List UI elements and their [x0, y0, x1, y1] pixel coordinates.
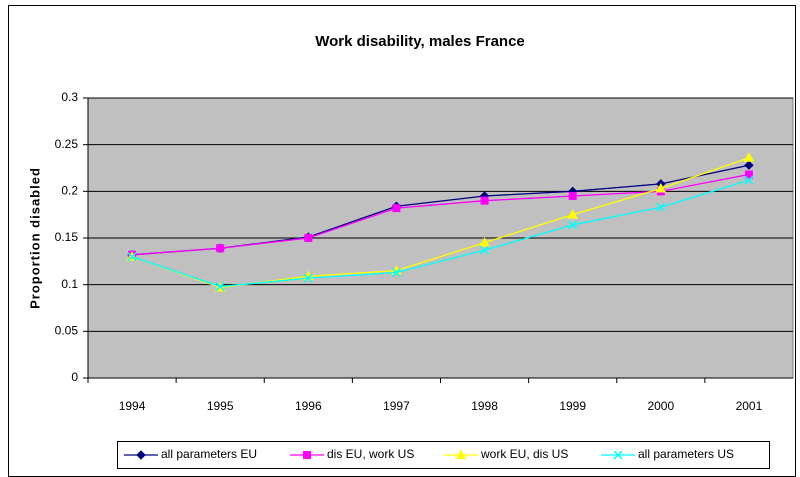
- marker: [480, 245, 490, 255]
- legend-label: work EU, dis US: [480, 447, 568, 461]
- marker: [744, 175, 754, 185]
- marker: [303, 451, 311, 459]
- y-tick-label: 0.05: [55, 324, 79, 338]
- marker: [743, 152, 755, 162]
- marker: [127, 252, 137, 262]
- x-tick-label: 1994: [119, 399, 146, 413]
- y-tick-label: 0.15: [55, 230, 79, 244]
- marker: [216, 244, 225, 253]
- legend-label: all parameters EU: [161, 447, 257, 461]
- y-tick-label: 0.3: [61, 90, 78, 104]
- marker: [568, 220, 578, 230]
- legend: all parameters EU dis EU, work US work EU,…: [117, 441, 770, 469]
- y-tick-label: 0: [71, 370, 78, 384]
- legend-label: all parameters US: [638, 447, 734, 461]
- x-tick-label: 1996: [295, 399, 322, 413]
- x-tick-label: 1995: [207, 399, 234, 413]
- series-line: [132, 173, 750, 256]
- x-tick-label: 1999: [559, 399, 586, 413]
- marker: [567, 209, 579, 219]
- marker: [744, 160, 754, 170]
- marker: [568, 192, 577, 200]
- marker: [392, 204, 401, 213]
- marker: [304, 234, 313, 242]
- x-tick-label: 2001: [736, 399, 763, 413]
- y-tick-label: 0.1: [61, 277, 78, 291]
- x-tick-label: 2000: [647, 399, 674, 413]
- marker: [303, 273, 313, 283]
- marker: [613, 450, 623, 460]
- x-tick-label: 1997: [383, 399, 410, 413]
- legend-box: [117, 441, 770, 469]
- y-axis-label: Proportion disabled: [27, 167, 42, 309]
- y-tick-label: 0.2: [61, 184, 78, 198]
- y-tick-label: 0.25: [55, 137, 79, 151]
- legend-label: dis EU, work US: [327, 447, 414, 461]
- marker: [136, 450, 146, 460]
- marker: [479, 237, 490, 247]
- marker: [480, 196, 489, 205]
- marker: [656, 202, 666, 212]
- x-tick-label: 1998: [471, 399, 498, 413]
- marker: [455, 449, 467, 459]
- chart-title: Work disability, males France: [315, 33, 525, 50]
- marker: [655, 183, 667, 193]
- series-line: [131, 179, 750, 288]
- marker: [215, 282, 225, 292]
- marker: [391, 268, 401, 278]
